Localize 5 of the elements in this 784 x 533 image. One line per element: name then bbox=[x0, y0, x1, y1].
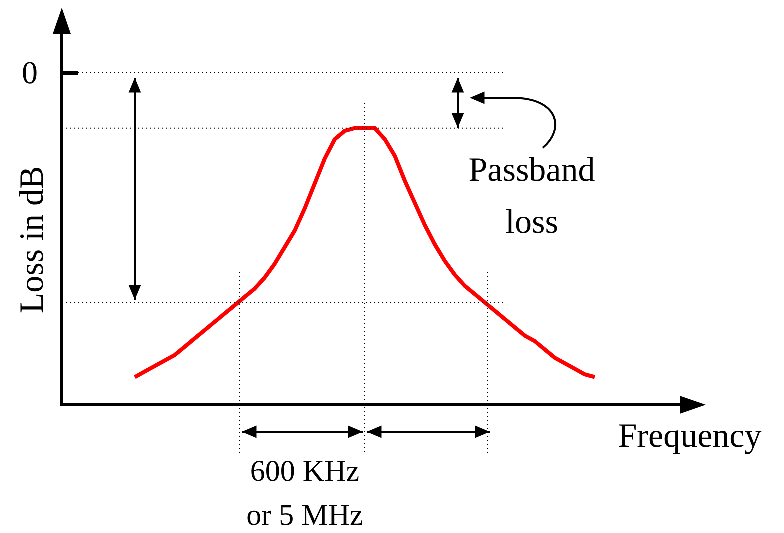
text: 600 KHz or 5 MHz bbox=[246, 454, 364, 532]
y-axis-title: Loss in dB bbox=[14, 166, 51, 314]
x-axis-title: Frequency bbox=[618, 418, 762, 455]
text: 0 bbox=[22, 54, 38, 90]
annotation: Passband loss bbox=[468, 152, 596, 241]
